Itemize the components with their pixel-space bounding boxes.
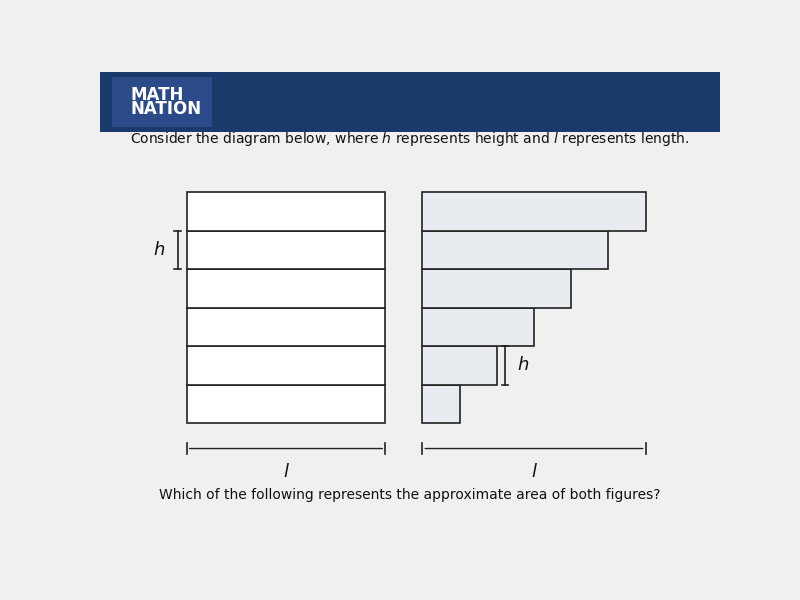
- Bar: [422, 192, 646, 230]
- Bar: [187, 385, 386, 423]
- Bar: [422, 269, 571, 308]
- Text: Which of the following represents the approximate area of both figures?: Which of the following represents the ap…: [159, 488, 661, 502]
- Bar: [187, 308, 386, 346]
- Text: Consider the diagram below, where $h$ represents height and $l$ represents lengt: Consider the diagram below, where $h$ re…: [130, 130, 690, 148]
- Text: MATH: MATH: [131, 86, 184, 104]
- Bar: [187, 230, 386, 269]
- Bar: [100, 72, 720, 132]
- Bar: [422, 308, 534, 346]
- Text: $h$: $h$: [518, 356, 530, 374]
- Bar: [187, 192, 386, 230]
- Bar: [187, 269, 386, 308]
- Bar: [422, 230, 609, 269]
- Text: $l$: $l$: [282, 463, 290, 481]
- Text: $h$: $h$: [153, 241, 165, 259]
- Text: NATION: NATION: [131, 100, 202, 118]
- Bar: [187, 346, 386, 385]
- Bar: [422, 385, 460, 423]
- Bar: [112, 77, 211, 127]
- Text: $l$: $l$: [530, 463, 538, 481]
- Bar: [422, 346, 497, 385]
